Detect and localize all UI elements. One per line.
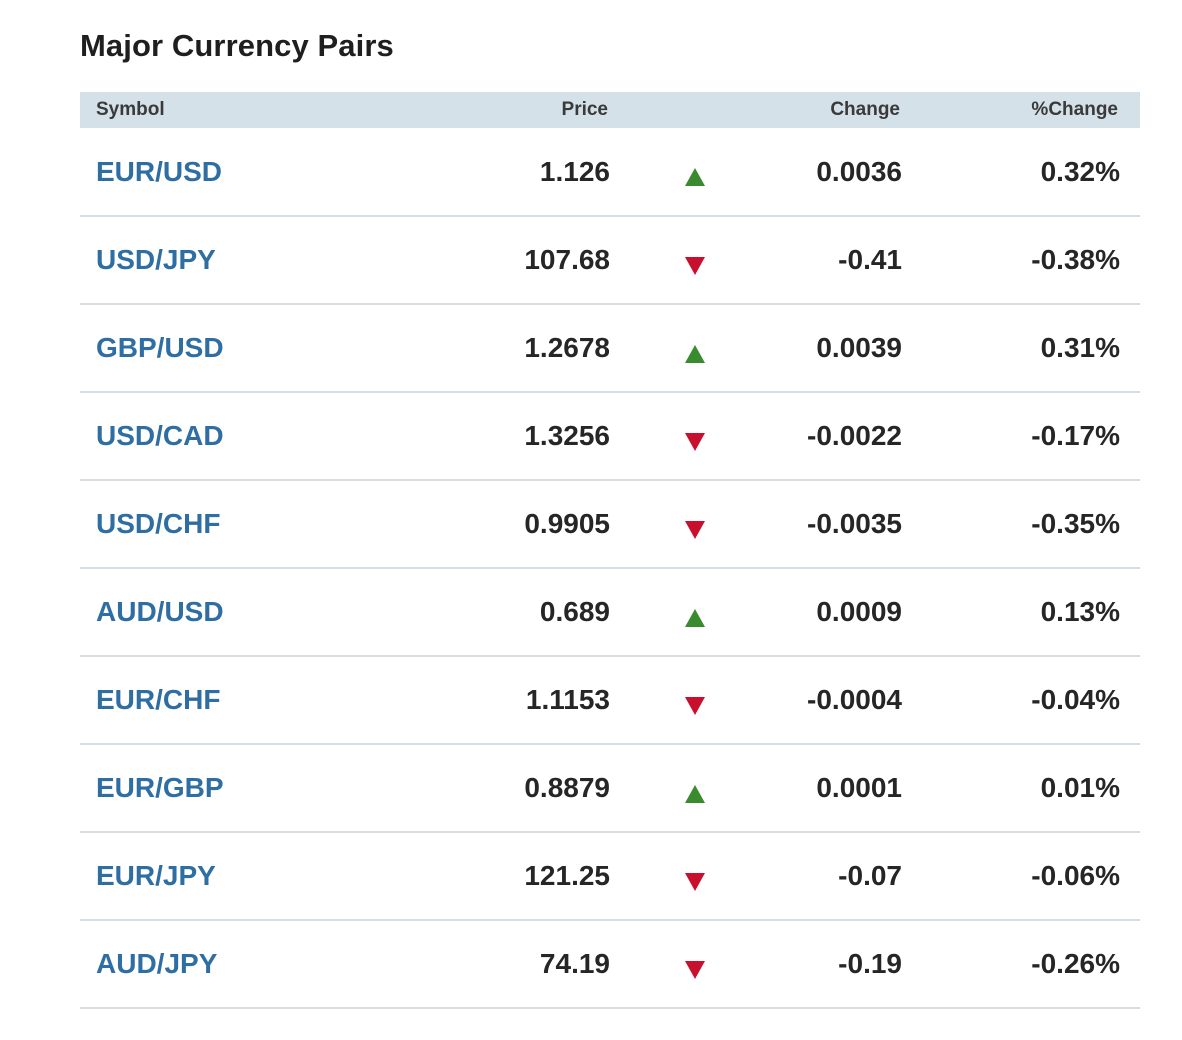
price-value: 1.126: [539, 155, 610, 187]
table-row: EUR/JPY 121.25 -0.07 -0.06%: [80, 832, 1140, 920]
direction-cell: [638, 216, 728, 304]
down-triangle-icon: [685, 432, 705, 451]
column-header-price: Price: [561, 99, 608, 120]
table-row: EUR/CHF 1.1153 -0.0004 -0.04%: [80, 656, 1140, 744]
direction-cell: [638, 744, 728, 832]
change-value: -0.41: [838, 244, 902, 275]
price-value: 1.1153: [525, 684, 610, 715]
symbol-link[interactable]: EUR/GBP: [96, 772, 224, 803]
direction-cell: [638, 392, 728, 480]
down-triangle-icon: [685, 872, 705, 891]
down-triangle-icon: [685, 520, 705, 539]
direction-cell: [638, 656, 728, 744]
price-value: 0.689: [539, 596, 610, 627]
change-value: -0.0035: [807, 508, 902, 539]
pct-change-value: -0.17%: [1031, 420, 1120, 451]
table-row: USD/JPY 107.68 -0.41 -0.38%: [80, 216, 1140, 304]
price-value: 1.3256: [524, 420, 610, 451]
pct-change-value: -0.04%: [1031, 684, 1120, 715]
change-value: -0.0022: [807, 420, 902, 451]
change-value: -0.19: [838, 948, 902, 979]
direction-cell: [638, 480, 728, 568]
column-header-change: Change: [830, 99, 900, 120]
symbol-link[interactable]: EUR/JPY: [96, 860, 216, 891]
price-value: 0.8879: [524, 772, 610, 803]
symbol-link[interactable]: EUR/USD: [96, 155, 223, 187]
direction-cell: [638, 568, 728, 656]
price-value: 1.2678: [524, 332, 610, 363]
down-triangle-icon: [685, 256, 705, 275]
table-row: AUD/USD 0.689 0.0009 0.13%: [80, 568, 1140, 656]
price-value: 121.25: [524, 860, 610, 891]
symbol-link[interactable]: USD/CAD: [96, 420, 224, 451]
down-triangle-icon: [685, 696, 705, 715]
change-value: -0.07: [838, 860, 902, 891]
symbol-link[interactable]: USD/JPY: [96, 244, 216, 275]
direction-cell: [638, 304, 728, 392]
direction-cell: [638, 920, 728, 1008]
down-triangle-icon: [685, 960, 705, 979]
pct-change-value: -0.26%: [1031, 948, 1120, 979]
table-header: Symbol Price Change %Change: [80, 92, 1140, 128]
column-header-pct-change: %Change: [1031, 99, 1118, 120]
symbol-link[interactable]: GBP/USD: [96, 332, 224, 363]
symbol-link[interactable]: EUR/CHF: [96, 684, 221, 715]
pct-change-value: 0.31%: [1040, 332, 1120, 363]
pct-change-value: 0.32%: [1040, 155, 1120, 187]
up-triangle-icon: [685, 344, 705, 363]
symbol-link[interactable]: AUD/USD: [96, 596, 224, 627]
table-row: USD/CAD 1.3256 -0.0022 -0.17%: [80, 392, 1140, 480]
pct-change-value: -0.06%: [1031, 860, 1120, 891]
up-triangle-icon: [685, 608, 705, 627]
pct-change-value: 0.01%: [1040, 772, 1120, 803]
currency-widget: Major Currency Pairs Symbol Price Change…: [80, 0, 1140, 1009]
change-value: 0.0036: [816, 155, 902, 187]
table-row: GBP/USD 1.2678 0.0039 0.31%: [80, 304, 1140, 392]
change-value: 0.0039: [816, 332, 902, 363]
table-row: EUR/GBP 0.8879 0.0001 0.01%: [80, 744, 1140, 832]
column-header-direction: [638, 92, 728, 128]
change-value: -0.0004: [807, 684, 902, 715]
direction-cell: [638, 128, 728, 216]
pct-change-value: 0.13%: [1040, 596, 1120, 627]
price-value: 0.9905: [524, 508, 610, 539]
pct-change-value: -0.38%: [1031, 244, 1120, 275]
direction-cell: [638, 832, 728, 920]
table-body: EUR/USD 1.126 0.0036 0.32% USD/JPY 107.68 -0.4…: [80, 128, 1140, 1008]
up-triangle-icon: [685, 784, 705, 803]
table-row: EUR/USD 1.126 0.0036 0.32%: [80, 128, 1140, 216]
price-value: 74.19: [539, 948, 610, 979]
table-row: AUD/JPY 74.19 -0.19 -0.26%: [80, 920, 1140, 1008]
symbol-link[interactable]: USD/CHF: [96, 508, 221, 539]
change-value: 0.0001: [816, 772, 902, 803]
column-header-symbol: Symbol: [96, 99, 165, 120]
table-row: USD/CHF 0.9905 -0.0035 -0.35%: [80, 480, 1140, 568]
price-value: 107.68: [524, 244, 610, 275]
symbol-link[interactable]: AUD/JPY: [96, 948, 218, 979]
pct-change-value: -0.35%: [1031, 508, 1120, 539]
up-triangle-icon: [685, 168, 705, 187]
currency-table: Symbol Price Change %Change EUR/USD 1.126…: [80, 92, 1140, 1009]
widget-title: Major Currency Pairs: [80, 28, 394, 63]
change-value: 0.0009: [816, 596, 902, 627]
